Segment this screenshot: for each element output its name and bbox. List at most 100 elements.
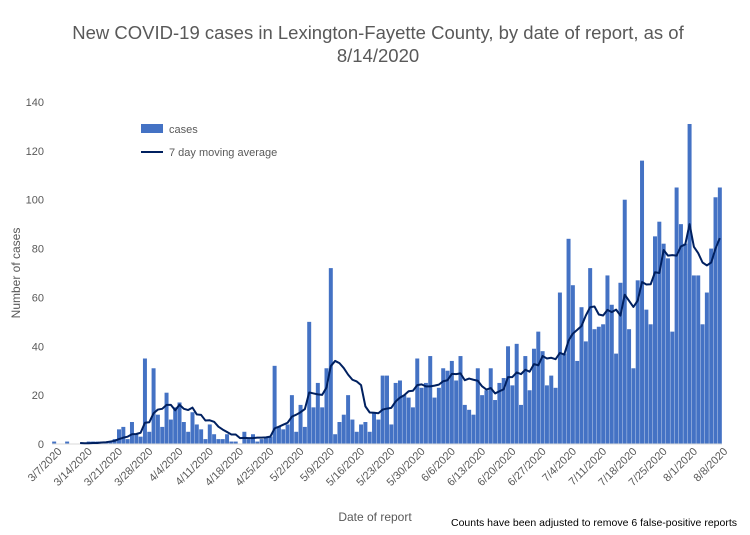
y-tick-label: 40	[32, 341, 44, 353]
bar	[536, 331, 541, 444]
bar	[674, 187, 679, 444]
bar	[302, 426, 307, 444]
bar	[346, 395, 351, 444]
bar	[583, 341, 588, 444]
bar	[410, 407, 415, 444]
bar	[315, 382, 320, 444]
y-tick-label: 60	[32, 292, 44, 304]
bar	[622, 199, 627, 444]
moving-average-line	[80, 223, 721, 445]
bar	[592, 329, 597, 444]
bar	[259, 439, 264, 444]
bar	[350, 419, 355, 444]
bar	[289, 395, 294, 444]
bar	[307, 321, 312, 444]
bar	[320, 407, 325, 444]
bar	[579, 307, 584, 444]
bar	[117, 429, 121, 444]
bar	[225, 434, 230, 444]
bar	[108, 441, 113, 444]
legend: cases 7 day moving average	[141, 124, 277, 159]
bar	[415, 358, 420, 444]
bar	[497, 382, 502, 444]
bar	[389, 424, 394, 444]
bar	[544, 385, 549, 444]
bar	[385, 375, 389, 444]
bar	[419, 387, 424, 444]
footnote: Counts have been adjusted to remove 6 fa…	[451, 517, 737, 529]
bar	[432, 397, 437, 444]
bar	[717, 187, 722, 444]
bar	[493, 400, 498, 444]
bar	[661, 243, 666, 444]
bar	[687, 123, 692, 445]
bar	[635, 280, 640, 444]
x-axis-title: Date of report	[338, 510, 412, 524]
bar	[168, 419, 173, 444]
bar	[665, 258, 670, 444]
bar	[341, 414, 346, 444]
bar	[653, 236, 657, 444]
bar	[190, 412, 195, 444]
x-axis-ticks: 3/7/20203/14/20203/21/20203/28/20204/4/2…	[26, 446, 730, 489]
bar	[142, 358, 147, 444]
bar	[510, 385, 515, 444]
bar	[527, 390, 532, 444]
bar	[596, 326, 601, 444]
bar	[402, 395, 407, 444]
bar	[605, 275, 610, 444]
bar	[467, 409, 472, 444]
bar	[52, 441, 57, 444]
bar	[354, 431, 359, 444]
y-tick-label: 20	[32, 390, 44, 402]
bar	[160, 426, 165, 444]
bar	[199, 429, 204, 444]
bar	[523, 356, 528, 444]
bar	[229, 441, 234, 444]
bar	[134, 434, 139, 444]
bar	[475, 368, 480, 444]
bar	[441, 368, 446, 444]
legend-label-moving-average: 7 day moving average	[169, 147, 277, 159]
bar	[696, 275, 701, 444]
bar	[631, 368, 636, 444]
bar	[553, 387, 558, 444]
bar	[423, 382, 428, 444]
bar	[640, 160, 645, 444]
bar	[627, 329, 632, 444]
bar	[337, 422, 342, 444]
bar	[454, 380, 459, 444]
bar	[614, 353, 619, 444]
bar	[678, 224, 683, 444]
bar	[181, 422, 186, 444]
bar	[186, 431, 191, 444]
bar-series	[52, 123, 722, 445]
bar	[514, 343, 519, 444]
bar	[683, 243, 688, 444]
bar	[372, 412, 377, 444]
bar	[359, 424, 364, 444]
bar	[397, 380, 402, 444]
y-axis-ticks: 0 20 40 60 80 100 120 140	[26, 97, 44, 451]
bar	[328, 268, 333, 444]
bar	[363, 422, 368, 444]
bar	[125, 439, 130, 444]
legend-swatch-cases	[141, 124, 163, 133]
y-tick-label: 80	[32, 244, 44, 256]
bar	[570, 285, 575, 444]
bar	[203, 439, 208, 444]
bar	[333, 434, 338, 444]
bar	[462, 404, 467, 444]
bar	[557, 292, 562, 444]
bar	[471, 414, 476, 444]
y-tick-label: 100	[26, 195, 44, 207]
bar	[531, 348, 536, 444]
bar	[644, 309, 649, 444]
bar	[173, 407, 178, 444]
bar	[376, 419, 381, 444]
bar	[501, 378, 506, 444]
bar	[449, 360, 454, 444]
bar	[436, 387, 441, 444]
